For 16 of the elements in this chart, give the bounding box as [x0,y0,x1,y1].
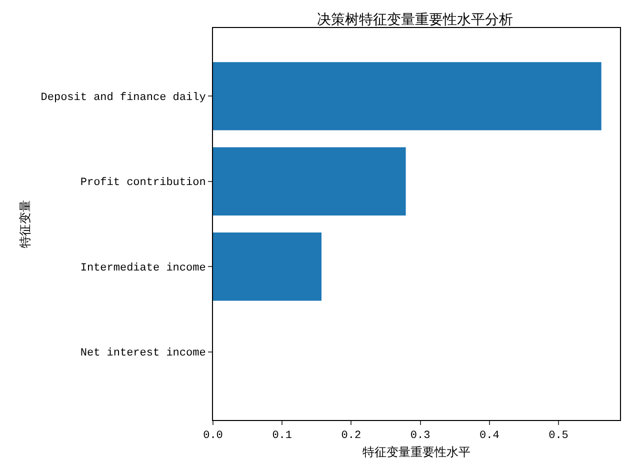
x-tick-label: 0.1 [272,430,292,442]
bar [213,62,602,130]
y-tick-label: Profit contribution [80,177,206,190]
x-tick-label: 0.0 [203,430,223,442]
y-tick-label: Net interest income [80,348,206,360]
x-tick-label: 0.2 [341,430,362,442]
bar [213,232,322,301]
x-axis-title: 特征变量重要性水平 [362,445,470,460]
y-axis-title: 特征变量 [18,200,32,248]
chart-title: 决策树特征变量重要性水平分析 [317,12,514,28]
y-tick-label: Intermediate income [80,262,206,274]
x-tick-label: 0.3 [410,430,430,442]
x-tick-label: 0.5 [548,430,568,442]
bar [213,147,406,216]
y-tick-label: Deposit and finance daily [40,92,206,104]
x-tick-label: 0.4 [479,430,500,442]
